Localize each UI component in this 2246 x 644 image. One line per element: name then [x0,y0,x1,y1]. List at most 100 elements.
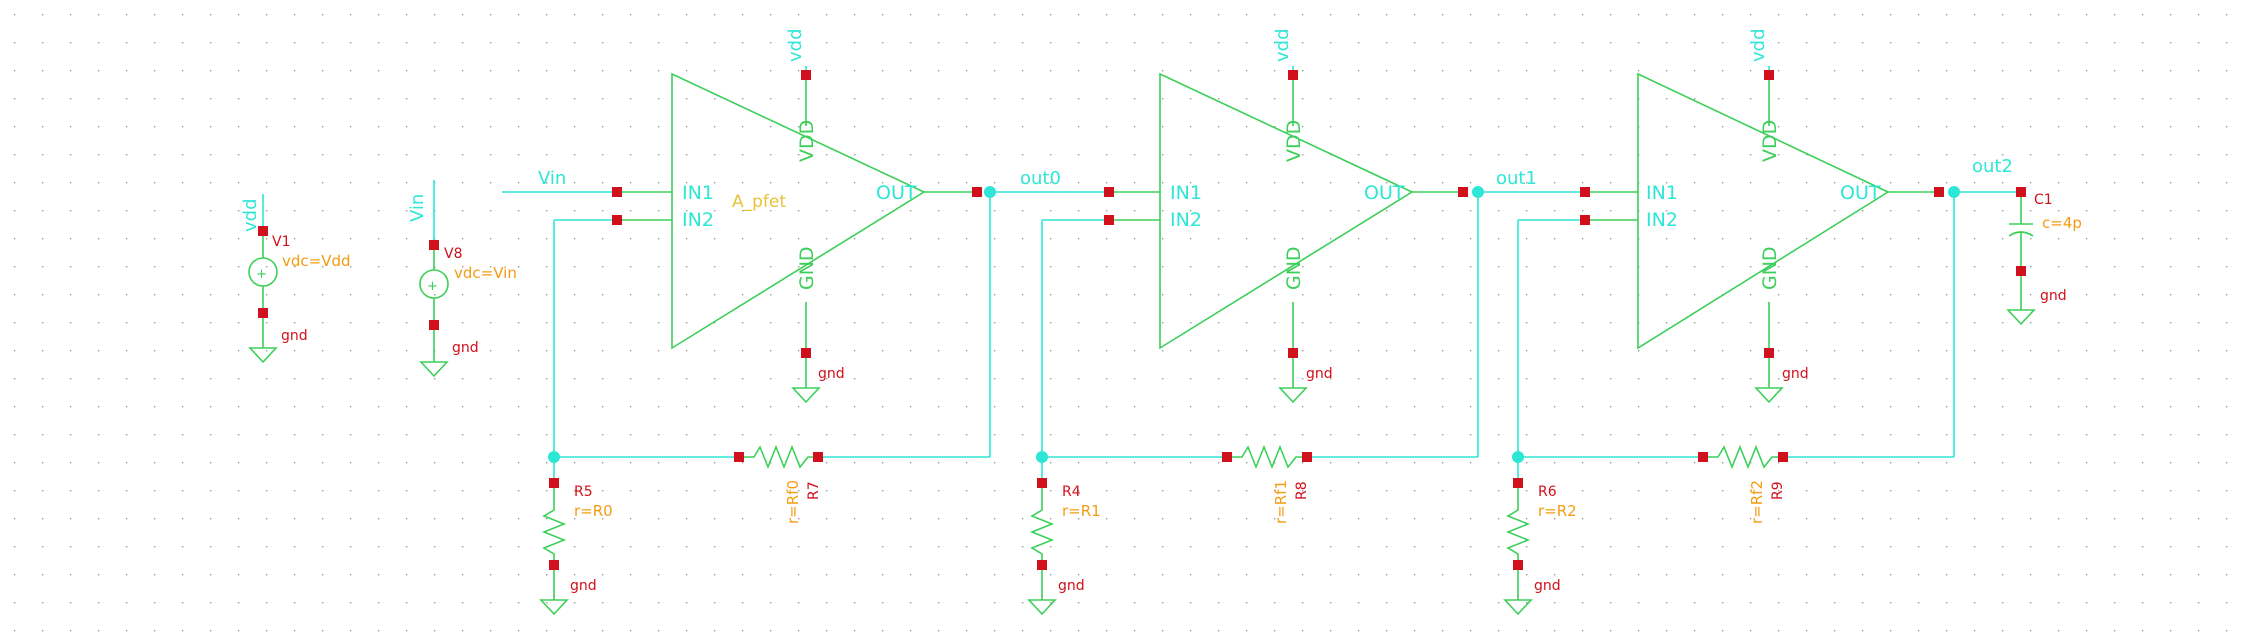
c1-ground-icon [2006,309,2036,326]
stage-3-in2-label: IN2 [1646,209,1678,231]
stage-3-rin-pin-top [1513,478,1523,488]
net-out2[interactable]: out2 [1960,156,2016,193]
stage-3-rin-resistor [1505,488,1531,560]
stage-1-out-label: OUT [876,182,917,204]
stage-2-in1-pin [1104,187,1114,197]
stage-1-rin-pin-bottom [549,560,559,570]
stage-2-junction-left [1036,451,1048,463]
source-v8-bottom-pin [429,320,439,330]
stage-1-in1-label: IN1 [682,182,714,204]
source-v8-plus-icon: + [427,279,438,294]
background-grid [14,14,2228,632]
stage-1-in2-pin [612,215,622,225]
source-v8-top-pin [429,240,439,250]
stage-2-ground-icon [1278,387,1308,404]
c1-instance: C1 [2034,192,2053,208]
stage-1-ground-icon [791,387,821,404]
stage-2-out-label: OUT [1364,182,1405,204]
stage-3-amplifier[interactable]: vdd VDD GND IN1 IN2 OUT gnd [1580,28,1944,404]
source-v1-gnd-label: gnd [281,328,308,344]
stage-3-rf-pin-right [1778,452,1788,462]
stage-3-in2-pin [1580,215,1590,225]
stage-1-in2-label: IN2 [682,209,714,231]
stage-3-gnd-label: gnd [1782,366,1809,382]
net-out2-label: out2 [1972,156,2013,177]
load-capacitor-c1[interactable]: C1 c=4p gnd [2006,187,2082,326]
stage-3-rf-resistor [1708,444,1778,470]
stage-3-gnd-pin [1764,348,1774,358]
stage-3-gnd-pin-label: GND [1759,246,1781,290]
source-v1-bottom-pin [258,308,268,318]
stage-3-triangle [1637,72,1890,350]
source-v1-top-pin [258,226,268,236]
stage-3-feedback[interactable]: r=Rf2 R9 R6 r=R2 gnd [1503,186,1960,616]
stage-3-rf-pin-left [1698,452,1708,462]
c1-gnd-label: gnd [2040,288,2067,304]
stage-1-gnd-pin-label: GND [796,246,818,290]
stage-1-amplifier[interactable]: vdd VDD GND IN1 IN2 OUT A_pfet gnd [612,28,982,404]
stage-3-rin-param: r=R2 [1538,502,1577,520]
stage-1-rf-pin-left [734,452,744,462]
stage-2-out-pin [1458,187,1468,197]
stage-3-in1-pin [1580,187,1590,197]
source-v8-param: vdc=Vin [454,264,517,282]
stage-1-rin-ground-icon [539,599,569,616]
stage-2-rf-pin-left [1222,452,1232,462]
stage-1-feedback[interactable]: r=Rf0 R7 R5 r=R0 gnd [539,186,996,616]
net-out0-label: out0 [1020,168,1061,189]
stage-1-rf-instance: R7 [806,481,822,500]
stage-2-junction-out [1472,186,1484,198]
stage-1-vdd-pin [801,70,811,80]
stage-1-out-pin [972,187,982,197]
stage-2-triangle [1159,72,1414,350]
net-out1[interactable]: out1 [1484,168,1580,193]
source-v1[interactable]: vdd + V1 vdc=Vdd gnd [240,194,351,364]
source-v1-instance: V1 [272,234,290,250]
stage-1-gnd-label: gnd [818,366,845,382]
stage-3-rf-param: r=Rf2 [1748,480,1766,524]
stage-2-rin-pin-top [1037,478,1047,488]
stage-2-in2-pin [1104,215,1114,225]
stage-3-rin-ground-icon [1503,599,1533,616]
stage-2-rin-pin-bottom [1037,560,1047,570]
stage-3-rin-instance: R6 [1538,484,1557,500]
stage-3-in1-label: IN1 [1646,182,1678,204]
source-v1-net-label: vdd [240,198,261,232]
net-out0[interactable]: out0 [996,168,1104,193]
source-v1-ground-icon [248,347,278,364]
stage-1-junction-left [548,451,560,463]
stage-1-rf-pin-right [813,452,823,462]
stage-2-feedback[interactable]: r=Rf1 R8 R4 r=R1 gnd [1027,186,1484,616]
stage-3-vdd-pin-label: VDD [1759,120,1781,162]
c1-top-pin [2016,187,2026,197]
stage-3-ground-icon [1754,387,1784,404]
source-v8-ground-icon [419,361,449,378]
source-v1-param: vdc=Vdd [282,252,351,270]
stage-2-rf-pin-right [1302,452,1312,462]
stage-1-cell-name: A_pfet [732,192,786,212]
stage-1-supply-label: vdd [785,28,806,62]
c1-bottom-pin [2016,266,2026,276]
stage-2-rin-resistor [1029,488,1055,560]
stage-2-in2-label: IN2 [1170,209,1202,231]
source-v1-plus-icon: + [256,267,267,282]
net-out1-label: out1 [1496,168,1537,189]
stage-1-junction-out [984,186,996,198]
stage-3-junction-out [1948,186,1960,198]
stage-2-vdd-pin-label: VDD [1283,120,1305,162]
input-net-label: Vin [538,168,566,189]
stage-2-amplifier[interactable]: vdd VDD GND IN1 IN2 OUT gnd [1104,28,1468,404]
stage-1-rin-param: r=R0 [574,502,613,520]
stage-1-rf-param: r=Rf0 [784,480,802,524]
source-v8[interactable]: Vin + V8 vdc=Vin gnd [407,180,517,378]
stage-2-in1-label: IN1 [1170,182,1202,204]
stage-3-supply-label: vdd [1748,28,1769,62]
stage-2-supply-label: vdd [1272,28,1293,62]
stage-3-out-label: OUT [1840,182,1881,204]
input-net[interactable]: Vin [502,168,612,193]
stage-3-junction-left [1512,451,1524,463]
stage-1-rin-pin-top [549,478,559,488]
stage-2-rin-ground-icon [1027,599,1057,616]
stage-3-rf-instance: R9 [1770,481,1786,500]
